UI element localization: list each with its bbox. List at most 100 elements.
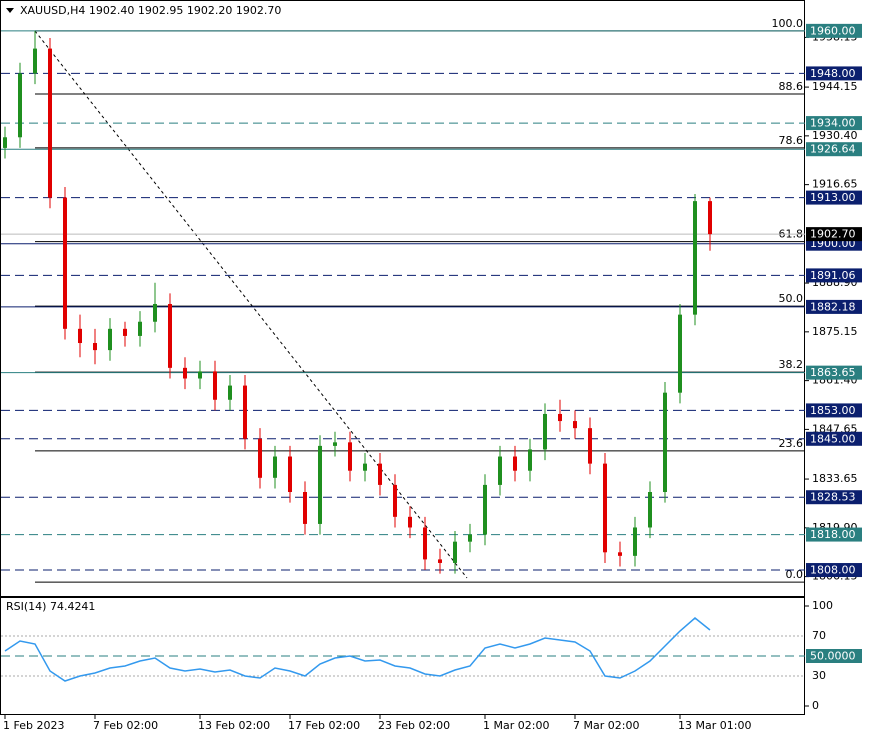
- level-box: [806, 490, 862, 505]
- candle-body: [213, 371, 217, 400]
- candle-body: [258, 438, 262, 478]
- candle-body: [708, 201, 712, 235]
- y-tick-label: 1875.15: [812, 325, 858, 338]
- x-tick-label: 23 Feb 02:00: [378, 719, 450, 732]
- candle-body: [183, 367, 187, 379]
- y-tick-label: 50.0000: [810, 650, 856, 663]
- candle-body: [168, 303, 172, 368]
- y-tick-label: 1916.65: [812, 178, 858, 191]
- level-label: 1818.00: [810, 528, 856, 541]
- y-tick-label: 1944.15: [812, 80, 858, 93]
- level-label: 1948.00: [810, 67, 856, 80]
- menu-arrow: [6, 8, 14, 13]
- candle-body: [333, 442, 337, 446]
- candle-body: [543, 413, 547, 450]
- level-box: [806, 299, 862, 314]
- candle-body: [438, 559, 442, 563]
- level-box: [806, 116, 862, 131]
- candle-body: [648, 492, 652, 528]
- candle-body: [693, 201, 697, 315]
- candle-body: [378, 463, 382, 485]
- candle-body: [303, 492, 307, 524]
- price-panel: [0, 0, 805, 597]
- level-box: [806, 403, 862, 418]
- current-price-box: [806, 227, 862, 242]
- fib-label: 50.0: [779, 292, 804, 305]
- level-label: 1891.06: [810, 269, 856, 282]
- y-tick-label: 70: [812, 629, 826, 642]
- level-box: [806, 190, 862, 205]
- candle-body: [558, 413, 562, 422]
- current-price-label: 1902.70: [810, 228, 856, 241]
- candle-body: [363, 463, 367, 471]
- level-label: 1863.65: [810, 366, 856, 379]
- rsi-title: RSI(14) 74.4241: [6, 600, 95, 613]
- level-label: 1960.00: [810, 24, 856, 37]
- level-label: 1926.64: [810, 143, 856, 156]
- candle-body: [468, 534, 472, 542]
- fib-label: 0.0: [786, 568, 804, 581]
- candle-body: [228, 385, 232, 400]
- candle-body: [48, 48, 52, 198]
- y-tick-label: 1930.40: [812, 129, 858, 142]
- candle-body: [528, 449, 532, 471]
- candle-body: [663, 392, 667, 493]
- candle-body: [63, 197, 67, 329]
- candle-body: [33, 48, 37, 74]
- x-tick-label: 7 Mar 02:00: [573, 719, 639, 732]
- candle-body: [273, 456, 277, 478]
- x-tick-label: 1 Feb 2023: [3, 719, 64, 732]
- y-tick-label: 1833.65: [812, 472, 858, 485]
- x-tick-label: 7 Feb 02:00: [93, 719, 158, 732]
- candle-body: [93, 343, 97, 351]
- level-box: [806, 431, 862, 446]
- candle-body: [618, 552, 622, 556]
- candle-body: [393, 484, 397, 517]
- rsi-line: [4, 617, 711, 682]
- level-box: [806, 649, 862, 663]
- candle-body: [123, 328, 127, 336]
- fib-label: 23.6: [779, 437, 804, 450]
- level-box: [806, 563, 862, 578]
- level-box: [806, 23, 862, 38]
- candle-body: [288, 456, 292, 493]
- candle-body: [483, 484, 487, 535]
- candle-body: [18, 73, 22, 138]
- level-box: [806, 527, 862, 542]
- fib-label: 38.2: [779, 358, 804, 371]
- chart-title: XAUUSD,H4 1902.40 1902.95 1902.20 1902.7…: [20, 4, 281, 17]
- level-label: 1808.00: [810, 564, 856, 577]
- candle-body: [348, 442, 352, 471]
- candle-body: [408, 516, 412, 528]
- y-tick-label: 0: [812, 699, 819, 712]
- x-tick-label: 13 Feb 02:00: [198, 719, 270, 732]
- level-label: 1845.00: [810, 432, 856, 445]
- candle-body: [633, 527, 637, 556]
- y-tick-label: 30: [812, 669, 826, 682]
- candle-body: [588, 428, 592, 464]
- candle-body: [243, 385, 247, 439]
- x-tick-label: 17 Feb 02:00: [288, 719, 360, 732]
- candle-body: [513, 456, 517, 471]
- candle-body: [108, 328, 112, 351]
- fib-trend-line: [34, 30, 468, 579]
- candle-body: [153, 303, 157, 322]
- candle-body: [198, 371, 202, 379]
- y-tick-label: 100: [812, 599, 833, 612]
- level-box: [806, 142, 862, 157]
- candle-body: [318, 445, 322, 524]
- level-label: 1853.00: [810, 404, 856, 417]
- x-tick-label: 13 Mar 01:00: [678, 719, 751, 732]
- level-label: 1882.18: [810, 300, 856, 313]
- level-box: [806, 268, 862, 283]
- level-label: 1828.53: [810, 491, 856, 504]
- candle-body: [498, 456, 502, 485]
- level-label: 1934.00: [810, 117, 856, 130]
- candle-body: [603, 463, 607, 553]
- candle-body: [423, 527, 427, 560]
- candle-body: [573, 421, 577, 429]
- candle-body: [138, 321, 142, 336]
- fib-label: 88.6: [779, 80, 804, 93]
- candle-body: [678, 314, 682, 393]
- fib-label: 78.6: [779, 134, 804, 147]
